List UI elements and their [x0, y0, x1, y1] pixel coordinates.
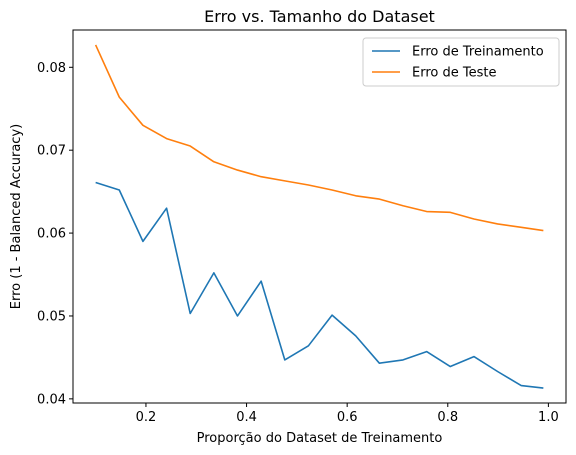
y-tick-label: 0.08 [37, 61, 66, 76]
y-tick-label: 0.05 [37, 309, 66, 324]
y-axis: 0.04 0.05 0.06 0.07 0.08 [37, 61, 73, 407]
x-axis-label: Proporção do Dataset de Treinamento [197, 431, 443, 446]
y-tick-label: 0.06 [37, 227, 66, 242]
x-axis: 0.2 0.4 0.6 0.8 1.0 [136, 403, 559, 425]
y-tick-label: 0.07 [37, 144, 66, 159]
legend-box [362, 37, 560, 87]
legend-label: Erro de Treinamento [412, 45, 544, 60]
legend-label: Erro de Teste [412, 66, 496, 81]
x-tick-label: 1.0 [538, 410, 559, 425]
series-line-1 [95, 181, 544, 389]
plot-frame [72, 29, 567, 404]
y-axis-label: Erro (1 - Balanced Accuracy) [9, 124, 24, 309]
legend: Erro de Treinamento Erro de Teste [362, 37, 560, 87]
x-tick-label: 0.2 [136, 410, 157, 425]
x-tick-label: 0.8 [437, 410, 458, 425]
y-tick-label: 0.04 [37, 392, 66, 407]
chart-title: Erro vs. Tamanho do Dataset [204, 7, 435, 26]
plot-area [72, 29, 567, 404]
series-layer [94, 44, 544, 389]
x-tick-label: 0.6 [337, 410, 358, 425]
series-line-2 [94, 44, 544, 232]
x-tick-label: 0.4 [236, 410, 257, 425]
